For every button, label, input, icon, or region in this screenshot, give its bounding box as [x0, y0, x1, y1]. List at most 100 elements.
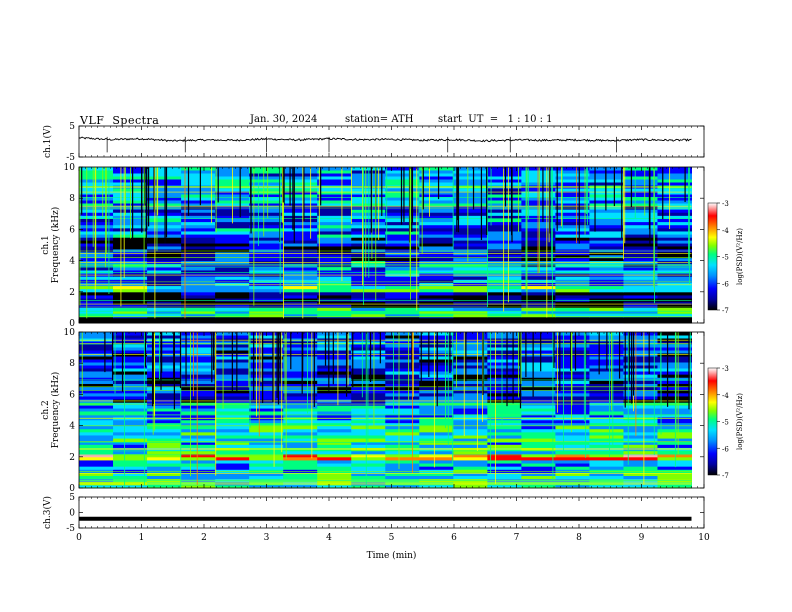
spectrogram-cell — [113, 422, 148, 427]
spectrogram-cell — [215, 276, 250, 280]
spectrogram-cell — [113, 408, 148, 412]
spectrogram-cell — [521, 362, 556, 366]
spectrogram-cell — [623, 276, 658, 280]
spectrogram-cell — [521, 463, 556, 467]
spectrogram-cell — [385, 310, 420, 315]
spectrogram-cell — [623, 294, 658, 299]
spectrogram-cell — [317, 389, 352, 394]
spectrogram-cell — [657, 463, 692, 467]
spectrogram-cell — [657, 341, 692, 345]
spectrogram-cell — [385, 444, 420, 448]
spectrogram-cell — [623, 444, 658, 448]
spectrogram-cell — [589, 188, 624, 192]
spectrogram-cell — [589, 215, 624, 219]
spectrogram-cell — [487, 469, 522, 473]
spectrogram-cell — [419, 221, 454, 226]
spectrogram-cell — [657, 371, 692, 375]
spectrogram-cell — [147, 240, 182, 244]
spectrogram-cell — [249, 269, 284, 274]
spectrogram-cell — [419, 266, 454, 271]
spectrogram-cell — [487, 310, 522, 315]
spectrogram-cell — [521, 332, 556, 336]
spectrogram-cell — [79, 408, 114, 412]
spectrogram-cell — [79, 419, 114, 424]
spectrogram-cell — [147, 276, 182, 280]
spectrogram-cell — [79, 194, 114, 198]
spectrogram-cell — [181, 444, 216, 448]
spectrogram-cell — [419, 408, 454, 412]
spectrogram-cell — [589, 243, 624, 247]
spectrogram-cell — [317, 422, 352, 427]
spectrogram-cell — [419, 395, 454, 400]
spectrogram-cell — [487, 389, 522, 394]
spectrogram-cell — [453, 304, 488, 308]
spectrogram-cell — [555, 282, 590, 287]
spectrogram-cell — [385, 294, 420, 299]
spectrogram-cell — [385, 383, 420, 388]
spectrogram-cell — [317, 453, 352, 458]
spectrogram-cell — [283, 434, 318, 439]
spectrogram-cell — [453, 441, 488, 445]
spectrogram-cell — [555, 191, 590, 195]
spectrogram-cell — [147, 243, 182, 247]
spectrogram-cell — [487, 173, 522, 177]
spectrogram-cell — [249, 307, 284, 312]
spectrogram-cell — [147, 392, 182, 397]
spectrogram-cell — [419, 257, 454, 262]
spectrogram-cell — [283, 304, 318, 308]
spectrogram-cell — [555, 341, 590, 345]
spectrogram-cell — [555, 374, 590, 378]
spectrogram-cell — [181, 240, 216, 244]
spectrogram-cell — [623, 288, 658, 293]
spectrogram-cell — [147, 313, 182, 318]
spectrogram-cell — [317, 245, 352, 250]
spectrogram-cell — [215, 243, 250, 247]
spectrogram-cell — [623, 212, 658, 216]
spectrogram-cell — [113, 245, 148, 250]
spectrogram-cell — [317, 224, 352, 229]
spectrogram-cell — [521, 221, 556, 226]
spectrogram-cell — [623, 422, 658, 427]
spectrogram-cell — [419, 304, 454, 308]
spectrogram-cell — [657, 347, 692, 351]
spectrogram-cell — [283, 218, 318, 223]
spectrogram-cell — [317, 410, 352, 415]
spectrogram-cell — [147, 182, 182, 186]
spectrogram-cell — [453, 365, 488, 369]
spectrogram-cell — [555, 434, 590, 439]
spectrogram-cell — [555, 356, 590, 360]
spectrogram-cell — [385, 368, 420, 372]
spectrogram-cell — [181, 307, 216, 312]
spectrogram-cell — [589, 254, 624, 259]
spectrogram-cell — [79, 221, 114, 226]
spectrogram-cell — [453, 307, 488, 312]
spectrogram-cell — [555, 359, 590, 363]
spectrogram-cell — [623, 338, 658, 342]
spectrogram-cell — [657, 356, 692, 360]
spectrogram-cell — [351, 425, 386, 430]
spectrogram-cell — [589, 304, 624, 308]
spectrogram-cell — [521, 179, 556, 183]
spectrogram-cell — [283, 466, 318, 470]
spectrogram-cell — [657, 269, 692, 274]
spectrogram-cell — [283, 203, 318, 207]
spectrogram-cell — [249, 194, 284, 198]
spectrogram-cell — [623, 365, 658, 369]
spectrogram-cell — [283, 438, 318, 442]
spectrogram-cell — [113, 405, 148, 409]
spectrogram-cell — [249, 405, 284, 409]
spectrogram-cell — [317, 359, 352, 363]
spectrogram-cell — [385, 218, 420, 223]
spectrogram-cell — [181, 237, 216, 241]
spectrogram-cell — [113, 356, 148, 360]
spectrogram-cell — [453, 203, 488, 207]
spectrogram-cell — [419, 170, 454, 174]
spectrogram-cell — [623, 240, 658, 244]
spectrogram-cell — [521, 380, 556, 384]
spectrogram-cell — [249, 341, 284, 345]
spectrogram-cell — [487, 263, 522, 268]
spectrogram-cell — [623, 459, 658, 464]
spectrogram-cell — [113, 266, 148, 271]
spectrogram-cell — [79, 167, 114, 171]
